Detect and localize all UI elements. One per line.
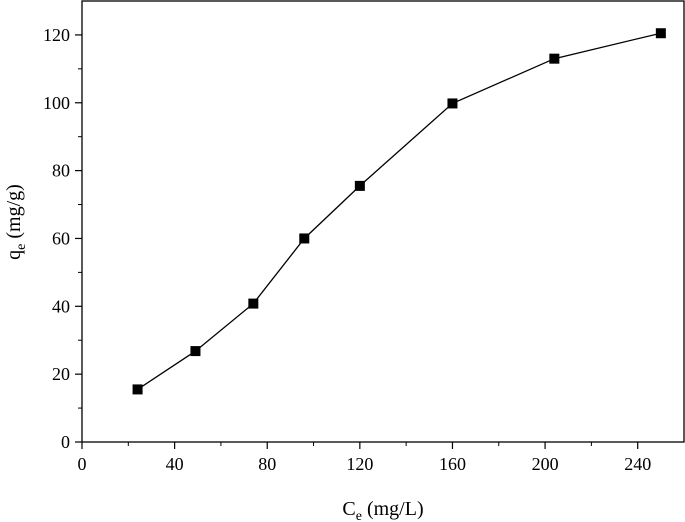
x-tick-label-0: 0	[78, 454, 87, 474]
x-tick-label-1: 40	[166, 454, 184, 474]
data-point-4	[354, 180, 365, 191]
x-tick-label-6: 240	[624, 454, 651, 474]
data-point-7	[655, 28, 666, 39]
data-point-0	[132, 384, 143, 395]
y-tick-label-6: 120	[43, 25, 70, 45]
y-tick-label-2: 40	[52, 296, 70, 316]
y-tick-label-5: 100	[43, 93, 70, 113]
y-tick-label-3: 60	[52, 228, 70, 248]
series-line-0	[137, 32, 661, 390]
data-point-5	[447, 98, 458, 109]
axes	[81, 0, 685, 443]
data-point-2	[248, 298, 259, 309]
y-tick-label-4: 80	[52, 161, 70, 181]
x-tick-label-5: 200	[532, 454, 559, 474]
data-point-3	[299, 233, 310, 244]
y-tick-label-0: 0	[61, 432, 70, 452]
x-tick-label-4: 160	[439, 454, 466, 474]
series	[132, 28, 666, 395]
data-point-1	[190, 346, 201, 357]
plot-frame	[81, 0, 685, 443]
y-tick-label-1: 20	[52, 364, 70, 384]
data-point-6	[549, 53, 560, 64]
x-tick-label-3: 120	[346, 454, 373, 474]
ticks: 0 40 80 120 160 200 240 0 20 40 60 80 100 120	[43, 25, 651, 474]
y-axis-title: qe (mg/g)	[3, 184, 29, 260]
x-tick-label-2: 80	[258, 454, 276, 474]
x-axis-title: Ce (mg/L)	[342, 498, 423, 522]
